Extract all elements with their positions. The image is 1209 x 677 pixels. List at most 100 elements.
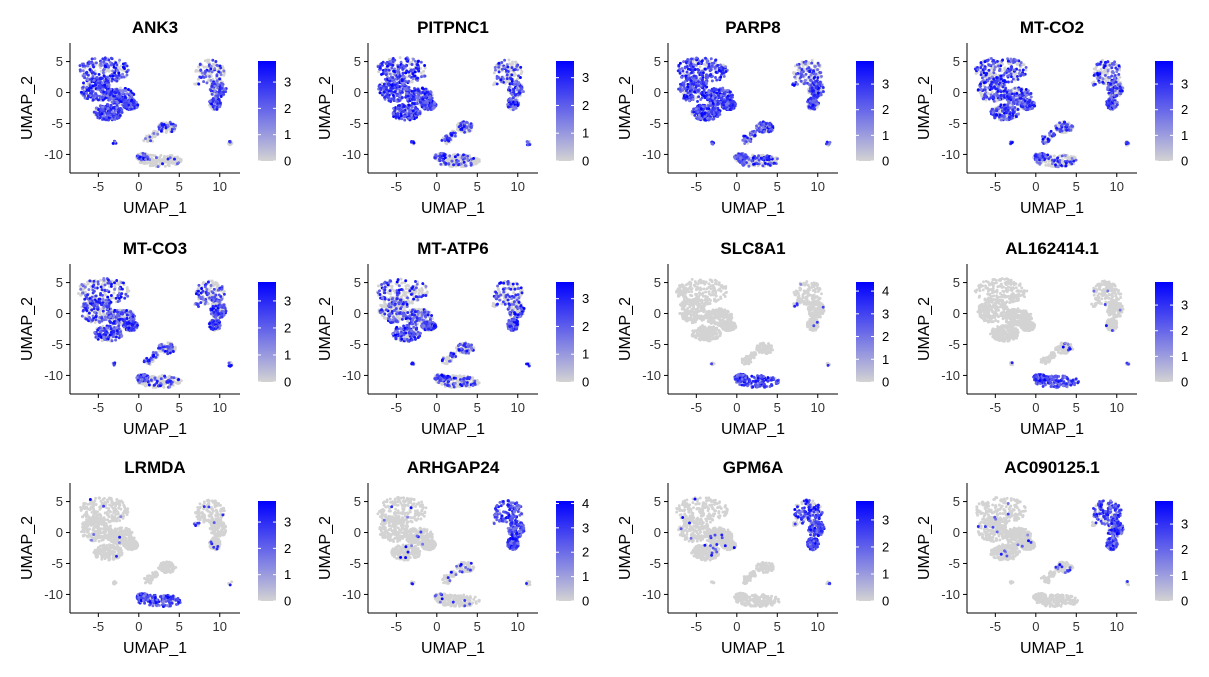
- cell-point: [410, 80, 413, 83]
- cell-point: [692, 107, 695, 110]
- cell-point: [102, 108, 105, 111]
- cell-point: [407, 71, 410, 74]
- feature-panel: PARP8-5 0 5 1050-5-10UMAP_1UMAP_20123: [617, 18, 889, 217]
- cell-point: [94, 84, 97, 87]
- cell-point: [712, 61, 715, 64]
- cell-point: [388, 63, 391, 66]
- cell-point: [389, 100, 392, 103]
- cell-point: [168, 127, 171, 130]
- cell-point: [102, 60, 105, 63]
- cell-point: [173, 125, 176, 128]
- cell-point: [506, 77, 509, 80]
- cell-point: [423, 101, 426, 104]
- cell-point: [156, 133, 159, 136]
- cell-point: [218, 93, 221, 96]
- cell-point: [216, 79, 219, 82]
- y-tick-label: -10: [44, 147, 63, 162]
- cell-point: [462, 153, 465, 156]
- cell-point: [726, 95, 729, 98]
- cell-point: [217, 70, 220, 73]
- cell-point: [97, 98, 100, 101]
- cell-point: [176, 162, 179, 165]
- cell-point: [114, 77, 117, 80]
- cell-point: [679, 83, 682, 86]
- cell-point: [419, 101, 422, 104]
- cell-point: [220, 87, 223, 90]
- cell-point: [406, 58, 409, 61]
- cell-point: [410, 140, 413, 143]
- cell-point: [463, 161, 466, 164]
- cell-point: [113, 66, 116, 69]
- cell-point: [704, 68, 707, 71]
- cell-point: [125, 93, 128, 96]
- cell-point: [388, 69, 391, 72]
- scatter-points: [376, 56, 531, 168]
- cell-point: [82, 93, 85, 96]
- cell-point: [123, 95, 126, 98]
- cell-point: [415, 102, 418, 105]
- cell-point: [157, 165, 160, 168]
- cell-point: [82, 81, 85, 84]
- cell-point: [391, 87, 394, 90]
- y-axis-title: UMAP_2: [19, 76, 36, 140]
- cell-point: [447, 140, 450, 143]
- y-tick-label: 5: [354, 54, 361, 69]
- cell-point: [500, 61, 503, 64]
- color-legend-bar: [258, 61, 276, 161]
- cell-point: [475, 159, 478, 162]
- cell-point: [98, 73, 101, 76]
- cell-point: [383, 91, 386, 94]
- cell-point: [112, 142, 115, 145]
- cell-point: [704, 57, 707, 60]
- cell-point: [211, 82, 214, 85]
- cell-point: [528, 143, 531, 146]
- cell-point: [402, 75, 405, 78]
- cell-point: [450, 160, 453, 163]
- cell-point: [424, 67, 427, 70]
- cell-point: [404, 71, 407, 74]
- cell-point: [210, 103, 213, 106]
- cell-point: [109, 61, 112, 64]
- cell-point: [509, 89, 512, 92]
- cell-point: [144, 137, 147, 140]
- cell-point: [692, 98, 695, 101]
- y-tick-label: -10: [342, 147, 361, 162]
- cell-point: [413, 142, 416, 145]
- cell-point: [497, 76, 500, 79]
- cell-point: [91, 75, 94, 78]
- cell-point: [114, 114, 117, 117]
- cell-point: [402, 110, 405, 113]
- cell-point: [507, 106, 510, 109]
- cell-point: [125, 99, 128, 102]
- cell-point: [100, 64, 103, 67]
- cell-point: [416, 63, 419, 66]
- cell-point: [386, 65, 389, 68]
- cell-point: [392, 112, 395, 115]
- cell-point: [212, 105, 215, 108]
- cell-point: [410, 63, 413, 66]
- cell-point: [396, 82, 399, 85]
- cell-point: [408, 75, 411, 78]
- cell-point: [163, 157, 166, 160]
- cell-point: [429, 95, 432, 98]
- color-legend-bar: [556, 61, 574, 161]
- cell-point: [416, 99, 419, 102]
- cell-point: [517, 103, 520, 106]
- cell-point: [451, 134, 454, 137]
- x-tick-label: -5: [391, 179, 403, 194]
- cell-point: [106, 118, 109, 121]
- legend-tick-label: 2: [284, 101, 291, 116]
- cell-point: [503, 59, 506, 62]
- y-tick-label: 0: [56, 85, 63, 100]
- cell-point: [416, 112, 419, 115]
- cell-point: [721, 72, 724, 75]
- cell-point: [472, 157, 475, 160]
- y-tick-label: 0: [354, 85, 361, 100]
- cell-point: [444, 135, 447, 138]
- cell-point: [410, 68, 413, 71]
- cell-point: [518, 92, 521, 95]
- cell-point: [166, 155, 169, 158]
- cell-point: [113, 91, 116, 94]
- cell-point: [721, 87, 724, 90]
- cell-point: [401, 96, 404, 99]
